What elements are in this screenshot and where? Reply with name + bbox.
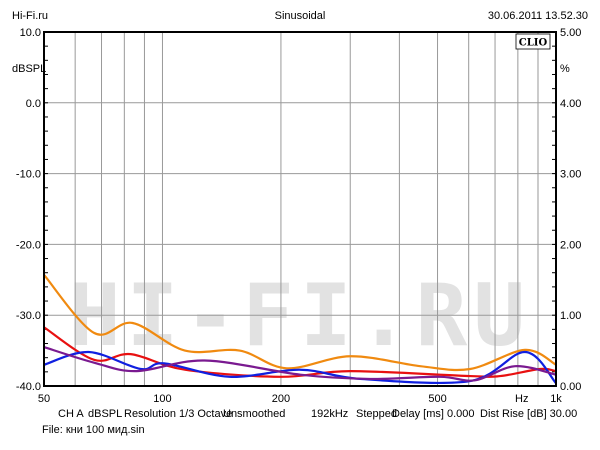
footer-setting: CH A xyxy=(58,408,84,420)
y2-tick-label: 5.00 xyxy=(560,27,581,39)
y2-tick-label: 0.00 xyxy=(560,381,581,393)
y2-tick-label: 4.00 xyxy=(560,98,581,110)
header-timestamp: 30.06.2011 13.52.30 xyxy=(488,10,588,22)
y2-axis-label: % xyxy=(560,63,570,75)
footer-setting: Resolution 1/3 Octave xyxy=(124,408,232,420)
y-axis-label: dBSPL xyxy=(12,63,46,75)
x-tick-label: 50 xyxy=(38,393,50,405)
y-tick-label: -20.0 xyxy=(16,239,41,251)
footer-setting: Unsmoothed xyxy=(223,408,285,420)
x-tick-label: 100 xyxy=(153,393,171,405)
footer-setting: dBSPL xyxy=(88,408,122,420)
x-axis-label: Hz xyxy=(515,393,528,405)
y-tick-label: -10.0 xyxy=(16,169,41,181)
series-line-orange xyxy=(43,274,557,372)
header-title: Sinusoidal xyxy=(275,10,326,22)
y2-tick-label: 1.00 xyxy=(560,310,581,322)
header-site: Hi-Fi.ru xyxy=(12,10,48,22)
y-tick-label: -40.0 xyxy=(16,381,41,393)
y2-tick-label: 3.00 xyxy=(560,169,581,181)
footer-setting: 192kHz xyxy=(311,408,348,420)
clio-logo-text: CLIO xyxy=(519,38,548,49)
y-tick-label: 10.0 xyxy=(20,27,41,39)
footer-setting: Delay [ms] 0.000 xyxy=(392,408,475,420)
clio-logo xyxy=(515,33,551,50)
y-tick-label: 0.0 xyxy=(26,98,41,110)
x-tick-label: 200 xyxy=(272,393,290,405)
y2-tick-label: 2.00 xyxy=(560,239,581,251)
plot-frame xyxy=(43,31,557,387)
x-tick-label: 1k xyxy=(550,393,562,405)
footer-setting: Dist Rise [dB] 30.00 xyxy=(480,408,577,420)
footer-setting: Stepped xyxy=(356,408,397,420)
series-line-purple xyxy=(43,346,557,382)
y-tick-label: -30.0 xyxy=(16,310,41,322)
file-name: File: кни 100 мид.sin xyxy=(42,424,145,436)
watermark: HI-FI.RU xyxy=(69,266,531,366)
x-tick-label: 500 xyxy=(428,393,446,405)
series-line-red xyxy=(43,326,557,378)
